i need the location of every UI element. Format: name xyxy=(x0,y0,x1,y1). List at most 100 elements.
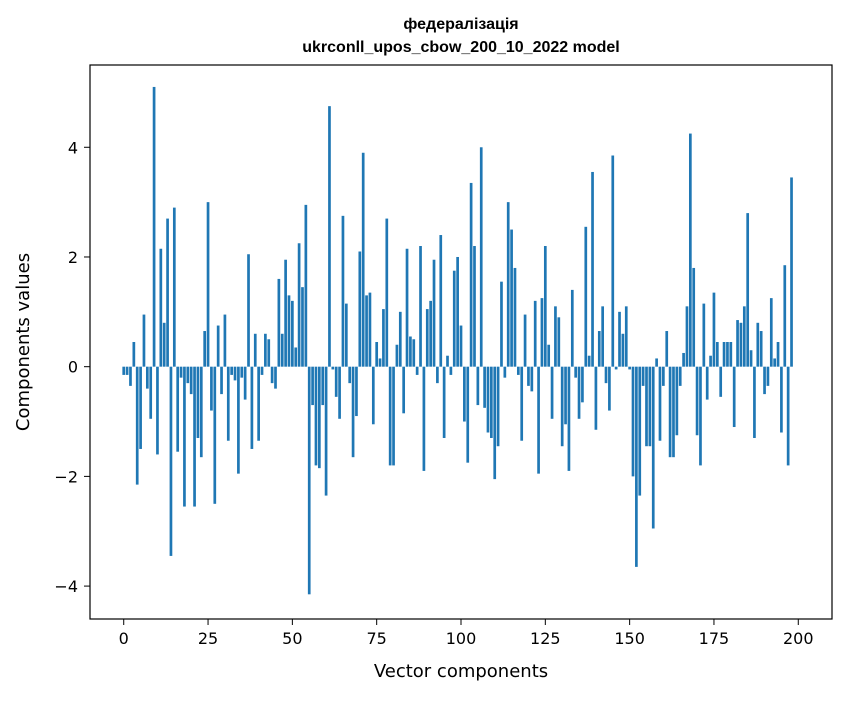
bar xyxy=(587,355,591,367)
bar xyxy=(456,256,459,367)
chart-title: федералізація xyxy=(403,16,518,33)
bar xyxy=(564,366,567,425)
bar xyxy=(621,333,625,367)
bar xyxy=(365,295,368,367)
x-tick-label: 75 xyxy=(367,629,387,648)
bar xyxy=(142,314,146,367)
bar xyxy=(135,366,139,485)
bar xyxy=(753,366,756,438)
bar xyxy=(682,352,685,367)
bar xyxy=(769,298,773,367)
bar xyxy=(732,366,736,428)
bar xyxy=(547,344,551,367)
x-tick-label: 50 xyxy=(282,629,302,648)
bar xyxy=(763,366,766,395)
bar xyxy=(705,366,709,400)
bar xyxy=(351,366,355,458)
bar xyxy=(503,366,507,378)
bar xyxy=(702,303,706,367)
bar xyxy=(631,366,635,477)
bar xyxy=(321,366,325,406)
bar xyxy=(304,204,308,367)
bar xyxy=(597,331,601,367)
bar xyxy=(776,342,780,367)
x-tick-label: 200 xyxy=(783,629,814,648)
y-axis-ticks: −4 −2 0 2 4 xyxy=(54,138,90,596)
bar xyxy=(264,333,267,367)
bar xyxy=(405,248,409,367)
bar xyxy=(425,309,429,367)
bar xyxy=(665,331,669,367)
bar xyxy=(449,366,453,375)
bar xyxy=(759,331,763,367)
bar xyxy=(490,366,493,438)
y-tick-label: −2 xyxy=(54,467,78,486)
bar xyxy=(226,366,230,441)
bar xyxy=(466,366,470,463)
bar xyxy=(594,366,598,430)
bar xyxy=(172,207,176,367)
bar xyxy=(476,366,480,406)
bar xyxy=(122,366,126,375)
bar xyxy=(203,331,207,367)
bar xyxy=(439,235,443,367)
bar xyxy=(392,366,395,466)
bar xyxy=(442,366,446,438)
bar xyxy=(371,366,375,425)
bar xyxy=(749,350,753,367)
chart-subtitle: ukrconll_upos_cbow_200_10_2022 model xyxy=(302,39,619,56)
bar xyxy=(739,322,743,367)
bar xyxy=(402,366,406,414)
bar xyxy=(675,366,679,436)
bar xyxy=(463,366,466,422)
bar xyxy=(554,306,557,367)
bar xyxy=(459,325,463,367)
bar xyxy=(709,355,712,367)
bar xyxy=(570,289,574,367)
bar xyxy=(415,366,419,375)
bar xyxy=(277,278,281,367)
bar xyxy=(601,306,605,367)
bar xyxy=(216,325,220,367)
bar xyxy=(220,366,223,395)
bar xyxy=(648,366,652,447)
bar xyxy=(253,333,257,367)
bar xyxy=(540,298,544,367)
bar xyxy=(179,366,183,378)
bar xyxy=(132,342,136,367)
bar xyxy=(206,202,210,367)
bar xyxy=(149,366,153,419)
bar xyxy=(183,366,186,507)
bar xyxy=(662,366,665,386)
bar xyxy=(129,366,132,386)
bar xyxy=(628,366,631,370)
bar xyxy=(152,86,156,367)
bar xyxy=(243,366,247,400)
bar xyxy=(678,366,682,386)
bar xyxy=(611,155,615,367)
bar xyxy=(230,366,234,375)
bar xyxy=(624,306,628,367)
bar xyxy=(395,344,399,367)
bar xyxy=(139,366,142,449)
bar xyxy=(125,366,129,375)
bar xyxy=(516,366,520,375)
bar xyxy=(469,182,473,367)
bar xyxy=(783,265,787,367)
bar xyxy=(341,215,345,367)
bar xyxy=(608,366,611,411)
bar xyxy=(159,248,163,367)
bar xyxy=(324,366,328,496)
bar xyxy=(736,320,739,367)
bar xyxy=(358,251,362,367)
bar xyxy=(493,366,497,480)
bar xyxy=(213,366,217,504)
x-tick-label: 25 xyxy=(198,629,218,648)
bar xyxy=(452,270,456,367)
bar xyxy=(695,366,699,436)
bar xyxy=(672,366,675,458)
bar xyxy=(510,229,513,367)
bar xyxy=(223,314,227,367)
bar xyxy=(287,295,291,367)
